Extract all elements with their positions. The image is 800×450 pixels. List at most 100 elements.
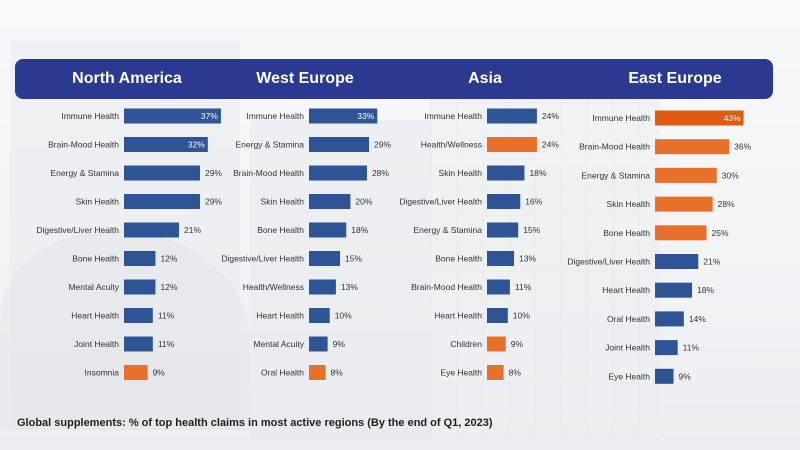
west-europe-value-label: 15%	[345, 254, 362, 264]
west-europe-bar	[309, 279, 336, 295]
asia-bar	[487, 108, 537, 124]
north-america-category-label: Skin Health	[76, 197, 120, 207]
west-europe-category-label: Energy & Stamina	[235, 140, 304, 150]
asia-bar	[487, 365, 504, 380]
east-europe-bar	[655, 340, 678, 356]
west-europe-category-label: Bone Health	[257, 225, 304, 235]
asia-category-label: Energy & Stamina	[413, 225, 482, 235]
north-america-category-label: Bone Health	[72, 254, 119, 264]
west-europe-category-label: Health/Wellness	[243, 282, 304, 292]
north-america-value-label: 32%	[188, 140, 205, 150]
asia-category-label: Health/Wellness	[421, 140, 482, 150]
west-europe-bar	[309, 251, 341, 266]
asia-bar	[487, 308, 508, 323]
asia-value-label: 24%	[542, 111, 559, 121]
asia-category-label: Children	[450, 339, 482, 349]
chart-north-america-svg: Immune Health 37% Brain-Mood Health 32% Ener…	[36, 108, 222, 380]
chart-north-america: Immune Health 37% Brain-Mood Health 32% Ener…	[0, 100, 245, 410]
east-europe-bar	[655, 139, 730, 155]
east-europe-value-label: 43%	[724, 113, 741, 123]
east-europe-value-label: 18%	[697, 285, 714, 295]
west-europe-category-label: Immune Health	[246, 111, 304, 121]
west-europe-bar	[309, 137, 370, 152]
north-america-category-label: Insomnia	[85, 368, 120, 378]
west-europe-value-label: 9%	[333, 339, 346, 349]
east-europe-value-label: 11%	[683, 343, 700, 353]
west-europe-category-label: Mental Acuity	[253, 339, 304, 349]
west-europe-category-label: Digestive/Liver Health	[221, 254, 304, 264]
asia-value-label: 16%	[525, 197, 542, 207]
asia-bar	[487, 251, 515, 266]
west-europe-bar	[309, 108, 378, 124]
chart-east-europe-svg: Immune Health 43% Brain-Mood Health 36% Ener…	[567, 110, 752, 384]
asia-bar	[487, 336, 506, 352]
west-europe-value-label: 10%	[335, 311, 352, 321]
north-america-bar	[124, 365, 148, 380]
east-europe-category-label: Eye Health	[608, 371, 650, 381]
east-europe-category-label: Heart Health	[602, 285, 650, 295]
west-europe-category-label: Brain-Mood Health	[233, 168, 304, 178]
asia-category-label: Immune Health	[424, 111, 482, 121]
north-america-value-label: 11%	[158, 311, 175, 321]
east-europe-category-label: Bone Health	[603, 228, 650, 238]
west-europe-bar	[309, 194, 351, 209]
region-title-north-america: North America	[72, 70, 182, 87]
chart-asia-svg: Immune Health 24% Health/Wellness 24% Skin H…	[399, 108, 559, 380]
east-europe-value-label: 28%	[718, 199, 735, 209]
west-europe-value-label: 20%	[355, 197, 372, 207]
west-europe-bar	[309, 336, 328, 352]
east-europe-category-label: Immune Health	[592, 113, 650, 123]
asia-value-label: 10%	[513, 311, 530, 321]
asia-category-label: Bone Health	[435, 254, 482, 264]
east-europe-bar	[655, 225, 707, 241]
east-europe-value-label: 9%	[679, 371, 692, 381]
east-europe-category-label: Skin Health	[607, 199, 651, 209]
region-title-west-europe: West Europe	[256, 70, 354, 87]
chart-footnote: Global supplements: % of top health clai…	[17, 417, 493, 429]
north-america-bar	[124, 108, 221, 124]
chart-west-europe: Immune Health 33% Energy & Stamina 29% Brain…	[220, 100, 405, 410]
east-europe-value-label: 30%	[722, 170, 739, 180]
asia-category-label: Heart Health	[434, 311, 482, 321]
east-europe-category-label: Oral Health	[607, 314, 650, 324]
north-america-value-label: 29%	[205, 168, 222, 178]
region-title-east-europe: East Europe	[628, 70, 722, 87]
west-europe-bar	[309, 222, 347, 238]
region-header-bar	[15, 59, 773, 99]
asia-value-label: 9%	[511, 339, 524, 349]
east-europe-value-label: 25%	[712, 228, 729, 238]
north-america-value-label: 37%	[201, 111, 218, 121]
north-america-category-label: Heart Health	[71, 311, 119, 321]
chart-asia: Immune Health 24% Health/Wellness 24% Skin H…	[395, 100, 580, 410]
asia-value-label: 18%	[529, 168, 546, 178]
west-europe-value-label: 18%	[351, 225, 368, 235]
asia-bar	[487, 279, 510, 295]
asia-bar	[487, 194, 521, 209]
asia-value-label: 13%	[519, 254, 536, 264]
east-europe-bar	[655, 368, 674, 384]
chart-east-europe: Immune Health 43% Brain-Mood Health 36% Ener…	[565, 100, 785, 410]
region-title-asia: Asia	[468, 70, 502, 87]
west-europe-value-label: 13%	[341, 282, 358, 292]
north-america-bar	[124, 194, 200, 209]
west-europe-bar	[309, 308, 330, 323]
north-america-bar	[124, 308, 153, 323]
north-america-bar	[124, 279, 156, 295]
east-europe-bar	[655, 196, 713, 212]
asia-value-label: 11%	[515, 282, 532, 292]
asia-value-label: 24%	[542, 140, 559, 150]
east-europe-bar	[655, 254, 699, 269]
asia-category-label: Brain-Mood Health	[411, 282, 482, 292]
west-europe-bar	[309, 365, 326, 380]
asia-category-label: Skin Health	[439, 168, 483, 178]
asia-bar	[487, 137, 537, 152]
north-america-category-label: Mental Acuity	[68, 282, 119, 292]
east-europe-category-label: Brain-Mood Health	[579, 142, 650, 152]
west-europe-category-label: Heart Health	[256, 311, 304, 321]
west-europe-bar	[309, 165, 367, 181]
west-europe-value-label: 28%	[372, 168, 389, 178]
east-europe-bar	[655, 311, 684, 327]
east-europe-category-label: Joint Health	[605, 343, 650, 353]
north-america-bar	[124, 251, 156, 266]
east-europe-bar	[655, 167, 717, 183]
